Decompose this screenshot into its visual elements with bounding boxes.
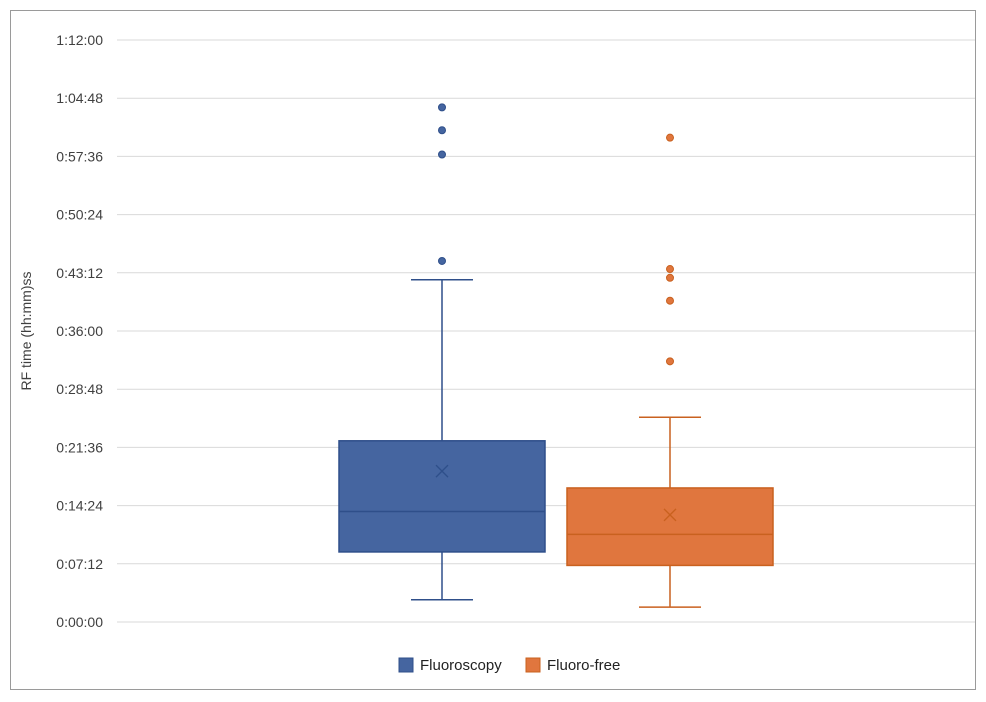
legend-swatch bbox=[525, 657, 541, 673]
box-fluoroscopy bbox=[338, 103, 546, 601]
y-tick-label: 0:21:36 bbox=[56, 439, 103, 455]
outlier-point bbox=[666, 133, 674, 142]
box-fluoro-free bbox=[566, 133, 774, 608]
legend-item-fluoro-free: Fluoro-free bbox=[525, 657, 620, 674]
y-tick-label: 0:00:00 bbox=[56, 614, 103, 630]
outlier-point bbox=[438, 103, 446, 112]
outlier-point bbox=[666, 265, 674, 274]
y-tick-label: 0:07:12 bbox=[56, 556, 103, 572]
y-tick-label: 0:50:24 bbox=[56, 207, 103, 223]
mean-marker bbox=[663, 508, 677, 522]
y-axis-title: RF time (hh:mm)ss bbox=[18, 272, 34, 391]
outlier-point bbox=[438, 150, 446, 159]
outlier-point bbox=[666, 273, 674, 282]
legend-item-fluoroscopy: Fluoroscopy bbox=[398, 657, 502, 674]
y-tick-label: 0:57:36 bbox=[56, 148, 103, 164]
y-tick-label: 1:04:48 bbox=[56, 90, 103, 106]
legend-label: Fluoroscopy bbox=[420, 657, 502, 674]
outlier-point bbox=[666, 296, 674, 305]
legend-label: Fluoro-free bbox=[547, 657, 620, 674]
legend-swatch bbox=[398, 657, 414, 673]
outlier-point bbox=[438, 126, 446, 135]
box-series bbox=[338, 103, 774, 608]
box-iqr bbox=[566, 487, 774, 567]
outlier-point bbox=[666, 357, 674, 366]
y-tick-label: 1:12:00 bbox=[56, 32, 103, 48]
boxplot-chart: 0:00:00 0:07:12 0:14:24 0:21:36 0:28:48 0:36:… bbox=[18, 32, 975, 674]
y-axis-tick-labels: 0:00:00 0:07:12 0:14:24 0:21:36 0:28:48 0:36:… bbox=[56, 32, 103, 630]
gridlines bbox=[117, 39, 975, 623]
y-tick-label: 0:36:00 bbox=[56, 323, 103, 339]
legend: Fluoroscopy Fluoro-free bbox=[398, 657, 620, 674]
mean-marker bbox=[435, 464, 449, 478]
y-tick-label: 0:28:48 bbox=[56, 381, 103, 397]
box-iqr bbox=[338, 440, 546, 553]
y-tick-label: 0:43:12 bbox=[56, 265, 103, 281]
y-tick-label: 0:14:24 bbox=[56, 498, 103, 514]
outlier-point bbox=[438, 256, 446, 265]
chart-frame: 0:00:00 0:07:12 0:14:24 0:21:36 0:28:48 0:36:… bbox=[10, 10, 976, 690]
